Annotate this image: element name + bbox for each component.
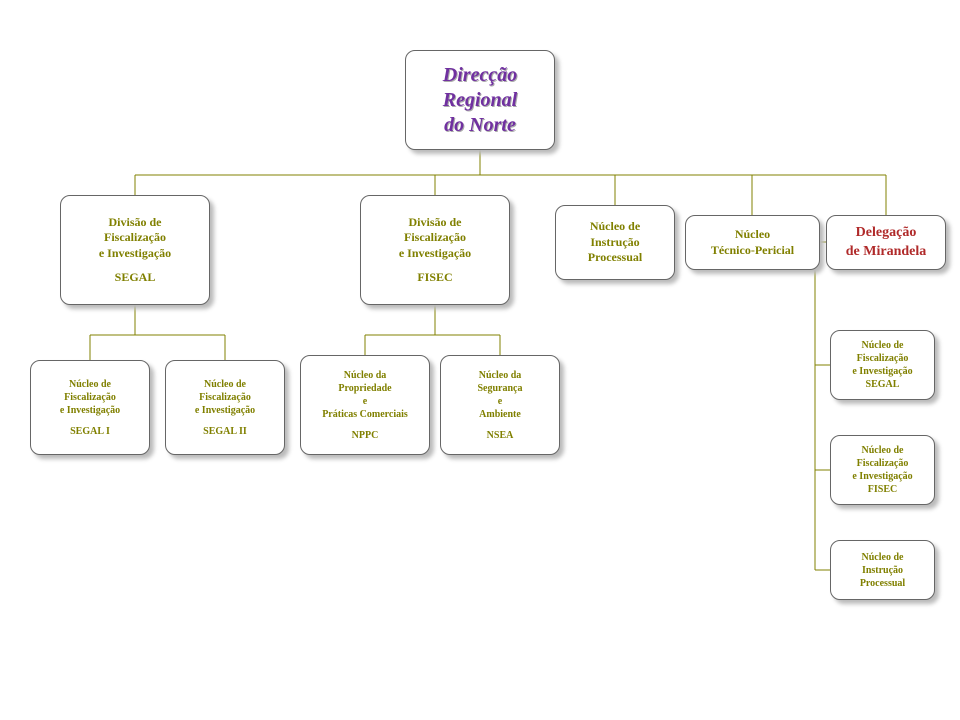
segal1-l1: Núcleo de (60, 378, 120, 391)
ntp-l1: Núcleo (711, 227, 794, 243)
dfisec-l2: Fiscalização (852, 457, 912, 470)
segal2-l2: Fiscalização (195, 391, 255, 404)
nip-l1: Núcleo de (588, 219, 642, 235)
dsegal-l1: Núcleo de (852, 339, 912, 352)
node-segal2: Núcleo de Fiscalização e Investigação SE… (165, 360, 285, 455)
node-deleg-ip: Núcleo de Instrução Processual (830, 540, 935, 600)
dfisec-l1: Núcleo de (852, 444, 912, 457)
fisec-l1: Divisão de (399, 215, 471, 231)
nppc-l3: e (322, 395, 408, 408)
fisec-sub: FISEC (399, 270, 471, 286)
root-line1: Direcção (443, 63, 517, 88)
nip-l3: Processual (588, 250, 642, 266)
nsea-l2: Segurança (478, 382, 523, 395)
nppc-l1: Núcleo da (322, 369, 408, 382)
segal2-text: Núcleo de Fiscalização e Investigação SE… (195, 378, 255, 438)
deleg-l2: de Mirandela (846, 243, 927, 261)
nppc-l4: Práticas Comerciais (322, 408, 408, 421)
dip-l1: Núcleo de (860, 551, 905, 564)
dfisec-l3: e Investigação (852, 470, 912, 483)
segal-text: Divisão de Fiscalização e Investigação S… (99, 215, 171, 285)
fisec-text: Divisão de Fiscalização e Investigação F… (399, 215, 471, 285)
nppc-l2: Propriedade (322, 382, 408, 395)
node-segal1: Núcleo de Fiscalização e Investigação SE… (30, 360, 150, 455)
dfisec-text: Núcleo de Fiscalização e Investigação FI… (852, 444, 912, 496)
fisec-l2: Fiscalização (399, 230, 471, 246)
segal1-text: Núcleo de Fiscalização e Investigação SE… (60, 378, 120, 438)
nip-text: Núcleo de Instrução Processual (588, 219, 642, 266)
dfisec-l4: FISEC (852, 483, 912, 496)
segal1-l2: Fiscalização (60, 391, 120, 404)
nsea-text: Núcleo da Segurança e Ambiente NSEA (478, 369, 523, 442)
node-segal: Divisão de Fiscalização e Investigação S… (60, 195, 210, 305)
node-deleg-fisec: Núcleo de Fiscalização e Investigação FI… (830, 435, 935, 505)
node-nucleo-ip: Núcleo de Instrução Processual (555, 205, 675, 280)
segal2-l1: Núcleo de (195, 378, 255, 391)
ntp-l2: Técnico-Pericial (711, 243, 794, 259)
segal-l2: Fiscalização (99, 230, 171, 246)
node-deleg-segal: Núcleo de Fiscalização e Investigação SE… (830, 330, 935, 400)
dsegal-l3: e Investigação (852, 365, 912, 378)
node-nsea: Núcleo da Segurança e Ambiente NSEA (440, 355, 560, 455)
dsegal-l2: Fiscalização (852, 352, 912, 365)
root-title: Direcção Regional do Norte (443, 63, 517, 138)
node-root: Direcção Regional do Norte (405, 50, 555, 150)
segal1-l3: e Investigação (60, 404, 120, 417)
dip-l3: Processual (860, 577, 905, 590)
segal-sub: SEGAL (99, 270, 171, 286)
dip-text: Núcleo de Instrução Processual (860, 551, 905, 590)
nsea-l3: e (478, 395, 523, 408)
deleg-l1: Delegação (846, 224, 927, 242)
nip-l2: Instrução (588, 235, 642, 251)
segal2-l3: e Investigação (195, 404, 255, 417)
dsegal-l4: SEGAL (852, 378, 912, 391)
segal1-sub: SEGAL I (60, 425, 120, 438)
fisec-l3: e Investigação (399, 246, 471, 262)
node-fisec: Divisão de Fiscalização e Investigação F… (360, 195, 510, 305)
node-nucleo-tp: Núcleo Técnico-Pericial (685, 215, 820, 270)
nsea-sub: NSEA (478, 429, 523, 442)
segal-l1: Divisão de (99, 215, 171, 231)
nppc-text: Núcleo da Propriedade e Práticas Comerci… (322, 369, 408, 442)
node-delegacao: Delegação de Mirandela (826, 215, 946, 270)
root-line2: Regional (443, 88, 517, 113)
nsea-l4: Ambiente (478, 408, 523, 421)
ntp-text: Núcleo Técnico-Pericial (711, 227, 794, 258)
root-line3: do Norte (443, 113, 517, 138)
dsegal-text: Núcleo de Fiscalização e Investigação SE… (852, 339, 912, 391)
segal2-sub: SEGAL II (195, 425, 255, 438)
nppc-sub: NPPC (322, 429, 408, 442)
deleg-text: Delegação de Mirandela (846, 224, 927, 260)
nsea-l1: Núcleo da (478, 369, 523, 382)
segal-l3: e Investigação (99, 246, 171, 262)
dip-l2: Instrução (860, 564, 905, 577)
node-nppc: Núcleo da Propriedade e Práticas Comerci… (300, 355, 430, 455)
